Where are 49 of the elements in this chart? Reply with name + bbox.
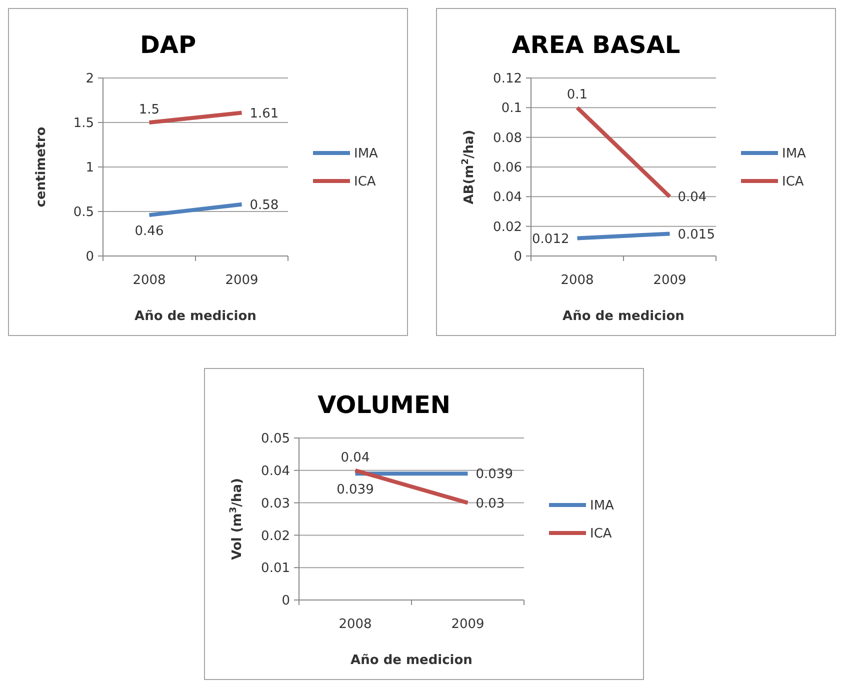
y-tick-label: 0.12 (493, 72, 522, 87)
legend-label: IMA (590, 498, 614, 514)
data-label: 0.04 (678, 190, 707, 206)
legend-label: ICA (354, 174, 376, 190)
data-label: 0.58 (250, 198, 279, 213)
data-label: 0.039 (336, 482, 374, 498)
y-tick-label: 1.5 (73, 116, 94, 132)
data-label: 0.04 (340, 450, 370, 466)
chart-title: AREA BASAL (512, 31, 680, 59)
y-tick-label: 0.01 (261, 561, 290, 576)
data-label: 0.012 (532, 232, 570, 247)
data-label: 0.1 (566, 88, 588, 103)
y-tick-label: 1 (86, 160, 94, 176)
x-tick-label: 2009 (451, 617, 484, 632)
data-label: 1.5 (138, 102, 160, 118)
x-axis-title: Año de medicion (134, 309, 256, 324)
x-tick-label: 2008 (132, 273, 166, 288)
legend-label: ICA (590, 526, 612, 542)
x-tick-label: 2008 (338, 617, 372, 632)
legend-label: IMA (354, 146, 378, 162)
x-tick-label: 2008 (560, 273, 594, 288)
y-tick-label: 0 (514, 250, 522, 265)
y-tick-label: 0.03 (261, 496, 290, 512)
y-tick-label: 0 (282, 594, 290, 609)
y-tick-label: 0.06 (493, 160, 522, 176)
x-axis-title: Año de medicion (350, 653, 472, 668)
data-label: 0.015 (678, 227, 715, 242)
data-label: 0.03 (476, 496, 505, 512)
x-tick-label: 2009 (653, 273, 686, 288)
chart-title: DAP (140, 31, 196, 59)
y-tick-label: 0.04 (493, 190, 522, 206)
legend-label: ICA (782, 174, 804, 190)
y-tick-label: 0.02 (261, 528, 290, 544)
y-tick-label: 0.04 (261, 464, 290, 479)
chart-title: VOLUMEN (318, 391, 450, 419)
y-tick-label: 2 (86, 72, 94, 87)
y-tick-label: 0.02 (493, 220, 522, 235)
legend-label: IMA (782, 146, 806, 162)
y-axis-title: centimetro (34, 126, 49, 208)
y-tick-label: 0.08 (493, 130, 522, 146)
y-tick-label: 0.5 (73, 205, 94, 220)
data-label: 0.46 (134, 224, 164, 240)
y-tick-label: 0 (86, 250, 94, 265)
data-label: 0.039 (476, 467, 513, 482)
x-axis-title: Año de medicion (562, 309, 684, 324)
y-tick-label: 0.1 (501, 101, 522, 116)
x-tick-label: 2009 (225, 273, 258, 288)
data-label: 1.61 (250, 106, 279, 122)
y-tick-label: 0.05 (261, 432, 290, 447)
